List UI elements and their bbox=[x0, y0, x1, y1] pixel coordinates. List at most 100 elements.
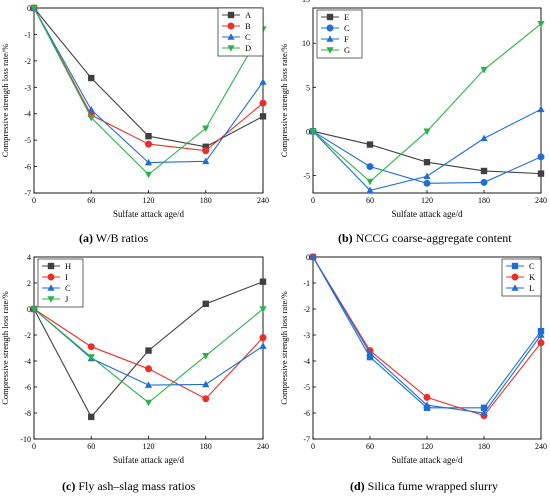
chart-1-ylabel: Compressive strength loss rate/% bbox=[279, 44, 289, 158]
chart-0-series-C-point-3 bbox=[202, 157, 210, 165]
chart-3-ytick-label-2: -2 bbox=[303, 305, 310, 314]
chart-1-xtick-label-4: 240 bbox=[535, 196, 547, 205]
chart-1-ytick-label-4: -5 bbox=[303, 171, 310, 180]
chart-1-xtick-label-2: 120 bbox=[421, 196, 433, 205]
chart-2-xtick-label-0: 0 bbox=[32, 442, 36, 451]
chart-2-legend-marker-H bbox=[47, 262, 55, 270]
chart-0-series-C-point-2 bbox=[144, 158, 153, 166]
chart-3-ytick-label-4: -4 bbox=[303, 357, 310, 366]
chart-2-ylabel: Compressive strength loss rate/% bbox=[0, 291, 10, 405]
chart-2-ytick-label-3: -2 bbox=[24, 331, 31, 340]
chart-3-legend-marker-C bbox=[511, 262, 519, 270]
chart-3-xtick-label-4: 240 bbox=[535, 442, 547, 451]
chart-0-ytick-label-7: -7 bbox=[24, 189, 31, 198]
chart-3-series-C-point-3 bbox=[480, 404, 488, 411]
chart-0-legend-label-C: C bbox=[245, 32, 251, 42]
chart-2-series-J-point-3 bbox=[202, 353, 210, 360]
chart-1-series-E-point-3 bbox=[480, 167, 488, 175]
chart-2-ytick-label-7: -10 bbox=[20, 435, 31, 444]
chart-1-series-F-point-1 bbox=[366, 186, 374, 194]
chart-1-series-E-point-2 bbox=[423, 158, 431, 166]
chart-1-series-F-point-4 bbox=[537, 105, 545, 113]
chart-2-series-H-point-1 bbox=[88, 413, 95, 421]
chart-2-legend-label-I: I bbox=[65, 272, 68, 282]
chart-0-series-C-point-1 bbox=[87, 105, 95, 113]
chart-0-series-D-point-0 bbox=[30, 5, 38, 12]
chart-2-series-I-point-1 bbox=[87, 343, 95, 351]
chart-1-xlabel: Sulfate attack age/d bbox=[392, 209, 463, 219]
chart-1-xtick-label-1: 60 bbox=[366, 196, 374, 205]
chart-3-ytick-label-0: 0 bbox=[306, 253, 310, 262]
chart-0-xtick-label-3: 180 bbox=[200, 196, 212, 205]
chart-2-legend-label-C: C bbox=[65, 283, 71, 293]
chart-2-series-I-point-2 bbox=[145, 365, 152, 373]
chart-2-ytick-label-5: -6 bbox=[24, 383, 31, 392]
chart-1-ytick-label-1: 10 bbox=[302, 39, 310, 48]
chart-2-series-I-point-3 bbox=[202, 395, 210, 403]
chart-0-series-D-point-2 bbox=[144, 171, 153, 179]
chart-0-ylabel: Compressive strength loss rate/% bbox=[0, 44, 10, 158]
chart-0: 0 60 120 180 240 0 -1 -2 -3 -4 -5 -6 -7 Sulfate attac… bbox=[0, 4, 269, 219]
chart-2-series-J-point-4 bbox=[259, 306, 267, 313]
chart-0-xtick-label-0: 0 bbox=[32, 196, 36, 205]
chart-2-ytick-label-4: -4 bbox=[24, 357, 31, 366]
caption-c-letter: (c) bbox=[62, 479, 76, 493]
chart-0-series-D-point-3 bbox=[202, 125, 210, 133]
chart-1-series-G-point-4 bbox=[537, 21, 545, 28]
chart-0-ytick-label-5: -5 bbox=[24, 136, 31, 145]
chart-0-series-B-point-2 bbox=[145, 140, 152, 148]
chart-3-xtick-label-3: 180 bbox=[478, 442, 490, 451]
chart-0-series-C-point-4 bbox=[259, 78, 267, 85]
chart-1-legend-label-G: G bbox=[344, 45, 350, 55]
caption-a-letter: (a) bbox=[79, 231, 93, 245]
chart-1-series-C-point-2 bbox=[423, 179, 431, 187]
chart-0-ytick-label-3: -3 bbox=[24, 83, 31, 92]
chart-0-legend-label-A: A bbox=[245, 10, 252, 20]
chart-1-legend-label-E: E bbox=[344, 12, 349, 22]
chart-2-xtick-label-3: 180 bbox=[200, 442, 212, 451]
chart-0-series-A-point-2 bbox=[145, 132, 152, 140]
chart-1-series-E-point-1 bbox=[366, 141, 374, 148]
chart-2-legend-marker-J bbox=[47, 296, 55, 303]
chart-1-series-G-point-0 bbox=[309, 128, 317, 136]
chart-2-series-J-point-2 bbox=[144, 399, 153, 407]
chart-3-series-K-point-4 bbox=[537, 339, 545, 347]
chart-1-legend-marker-F bbox=[326, 35, 334, 42]
chart-1-legend-marker-G bbox=[326, 47, 334, 54]
chart-0-xtick-label-4: 240 bbox=[257, 196, 269, 205]
chart-0-series-D-point-1 bbox=[87, 114, 95, 122]
chart-3-ytick-label-7: -7 bbox=[303, 435, 310, 444]
chart-0-legend-marker-C bbox=[227, 33, 235, 40]
caption-c: (c) Fly ash–slag mass ratios bbox=[62, 479, 195, 494]
chart-3-ytick-label-1: -1 bbox=[303, 279, 310, 288]
chart-0-ytick-label-2: -2 bbox=[24, 57, 31, 66]
chart-3-series-L-point-3 bbox=[480, 409, 488, 416]
chart-2-series-J-line bbox=[33, 308, 264, 404]
chart-0-legend-marker-A bbox=[227, 11, 235, 19]
chart-2-series-I-point-4 bbox=[259, 334, 267, 342]
chart-1-legend-marker-C bbox=[326, 24, 334, 32]
chart-0-xlabel: Sulfate attack age/d bbox=[113, 209, 184, 219]
chart-3-xtick-label-1: 60 bbox=[366, 442, 374, 451]
chart-3-legend-label-C: C bbox=[529, 261, 535, 271]
chart-0-series-A-point-1 bbox=[88, 74, 95, 82]
chart-0-series-A-point-4 bbox=[259, 113, 267, 120]
chart-2-legend-label-H: H bbox=[65, 261, 71, 271]
caption-b-text: NCCG coarse-aggregate content bbox=[355, 231, 512, 245]
chart-2-xlabel: Sulfate attack age/d bbox=[113, 455, 184, 465]
chart-2-series-J-point-1 bbox=[87, 354, 95, 361]
chart-3-series-C-point-1 bbox=[366, 353, 374, 361]
chart-1-series-G-point-3 bbox=[480, 66, 488, 74]
chart-1-series-G-point-1 bbox=[366, 178, 374, 186]
caption-a-text: W/B ratios bbox=[95, 231, 149, 245]
chart-0-ytick-label-0: 0 bbox=[27, 4, 31, 13]
chart-0-ytick-label-6: -6 bbox=[24, 163, 31, 172]
caption-d-text: Silica fume wrapped slurry bbox=[367, 479, 498, 493]
chart-2-series-C-point-3 bbox=[202, 380, 210, 388]
chart-1-series-C-point-1 bbox=[366, 163, 374, 171]
chart-3-legend-label-K: K bbox=[529, 272, 536, 282]
caption-b-letter: (b) bbox=[338, 231, 353, 245]
caption-b: (b) NCCG coarse-aggregate content bbox=[338, 231, 512, 246]
chart-1-ytick-label-2: 5 bbox=[306, 83, 310, 92]
chart-2-series-H-point-3 bbox=[202, 300, 209, 307]
